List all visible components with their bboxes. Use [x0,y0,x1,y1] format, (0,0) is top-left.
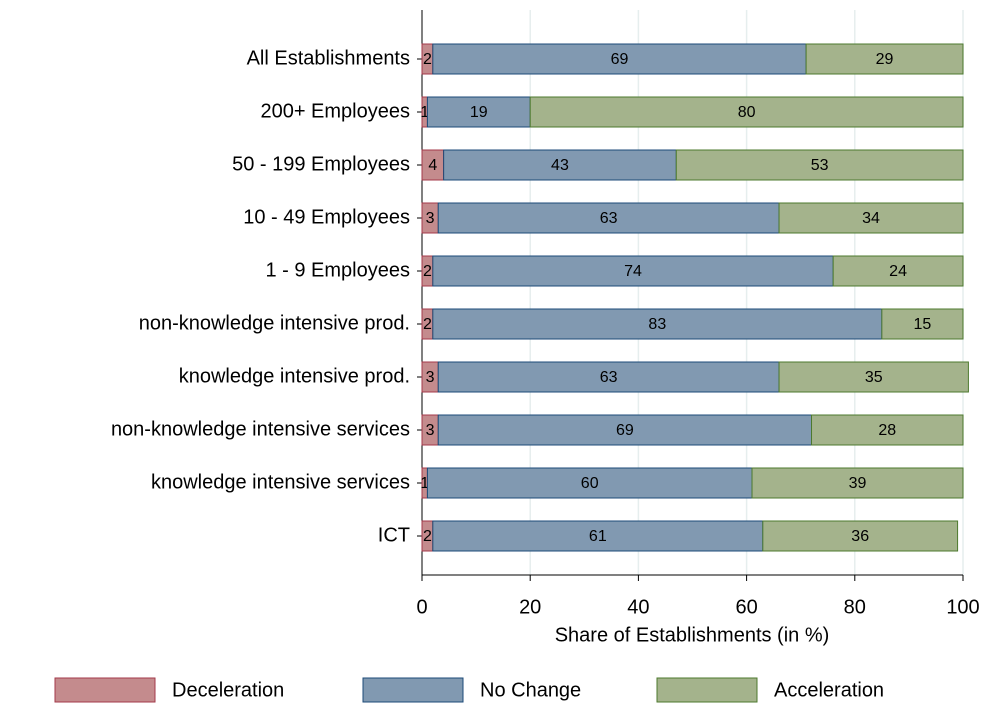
data-label: 4 [428,157,437,174]
x-axis-title: Share of Establishments (in %) [555,624,830,646]
bar-segment [811,414,964,446]
legend-swatch [362,677,464,703]
bar-segment [443,149,677,181]
data-label: 28 [878,422,896,439]
category-label: 200+ Employees [260,100,410,122]
bar-segment [437,414,813,446]
bar-segment [426,96,531,128]
legend-label: Deceleration [172,679,284,701]
data-label: 19 [470,104,488,121]
data-label: 60 [581,475,599,492]
bar-segment [762,520,959,552]
legend-swatch [54,677,156,703]
data-label: 3 [426,369,435,386]
data-label: 24 [889,263,907,280]
data-label: 39 [849,475,867,492]
data-label: 2 [423,316,432,333]
x-tick-label: 40 [627,596,649,618]
x-tick-label: 0 [416,596,427,618]
data-label: 36 [851,528,869,545]
data-label: 83 [648,316,666,333]
x-tick-label: 20 [519,596,541,618]
x-tick-label: 100 [946,596,979,618]
data-label: 2 [423,528,432,545]
data-label: 61 [589,528,607,545]
bar-segment [751,467,964,499]
x-tick-label: 80 [844,596,866,618]
bar-segment [426,467,753,499]
bar-segment [832,255,964,287]
data-label: 3 [426,422,435,439]
data-label: 63 [600,210,618,227]
data-label: 2 [423,263,432,280]
data-label: 74 [624,263,642,280]
bar-segment [675,149,964,181]
data-label: 3 [426,210,435,227]
legend-label: Acceleration [774,679,884,701]
bar-segment [529,96,964,128]
category-label: knowledge intensive services [151,471,410,493]
bar-segment [432,308,883,340]
data-label: 1 [420,475,429,492]
category-label: 1 - 9 Employees [265,259,410,281]
bar-segment [778,361,969,393]
bar-segment [437,361,780,393]
bar-segment [881,308,964,340]
data-label: 34 [862,210,880,227]
bar-segment [778,202,964,234]
category-label: knowledge intensive prod. [179,365,410,387]
x-tick-label: 60 [735,596,757,618]
category-label: 10 - 49 Employees [243,206,410,228]
legend-label: No Change [480,679,581,701]
data-label: 15 [914,316,932,333]
legend-swatch [656,677,758,703]
data-label: 35 [865,369,883,386]
category-label: 50 - 199 Employees [232,153,410,175]
data-label: 43 [551,157,569,174]
bar-segment [805,43,964,75]
data-label: 53 [811,157,829,174]
data-label: 80 [738,104,756,121]
data-label: 2 [423,51,432,68]
data-label: 69 [616,422,634,439]
category-label: non-knowledge intensive prod. [139,312,410,334]
data-label: 69 [611,51,629,68]
bar-segment [432,43,807,75]
data-label: 1 [420,104,429,121]
category-label: All Establishments [247,47,410,69]
category-label: non-knowledge intensive services [111,418,410,440]
bar-segment [432,255,834,287]
category-label: ICT [378,524,410,546]
bar-segment [432,520,764,552]
data-label: 63 [600,369,618,386]
data-label: 29 [876,51,894,68]
